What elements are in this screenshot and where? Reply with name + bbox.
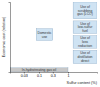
region-label: direct xyxy=(81,59,89,63)
y-axis-line xyxy=(9,3,11,73)
region xyxy=(73,2,97,19)
x-tick-label: 0.1 xyxy=(37,74,42,78)
x-tick-label: 0.03 xyxy=(21,74,28,78)
region-label: reduction xyxy=(78,44,92,48)
region-labels: In-hydrotreating gas oilDomesticuseUse o… xyxy=(22,5,93,72)
y-axis xyxy=(9,3,11,73)
region xyxy=(73,36,97,49)
region-label: gas (LCO) xyxy=(77,12,93,16)
y-axis-title: Economic cost (relative) xyxy=(2,16,6,57)
x-axis-title: Sulfur content (%) xyxy=(67,81,98,85)
region-label: use xyxy=(42,35,48,39)
x-tick: 0.03 xyxy=(21,72,28,78)
chart: In-hydrotreating gas oilDomesticuseUse o… xyxy=(0,0,100,87)
region-label: In-hydrotreating gas oil xyxy=(22,68,57,72)
x-tick: 0.1 xyxy=(37,72,42,78)
regions xyxy=(10,2,97,72)
x-tick: 0.3 xyxy=(51,72,56,78)
x-tick-label: 0.3 xyxy=(51,74,56,78)
region xyxy=(73,21,97,34)
region xyxy=(73,50,97,63)
x-tick-label: 1 xyxy=(68,74,70,78)
region-label: fuel xyxy=(82,29,88,33)
x-tick: 1 xyxy=(68,72,70,78)
region xyxy=(36,29,53,41)
region xyxy=(10,68,68,72)
x-axis: 0.03 0.1 0.3 1 xyxy=(11,72,98,78)
